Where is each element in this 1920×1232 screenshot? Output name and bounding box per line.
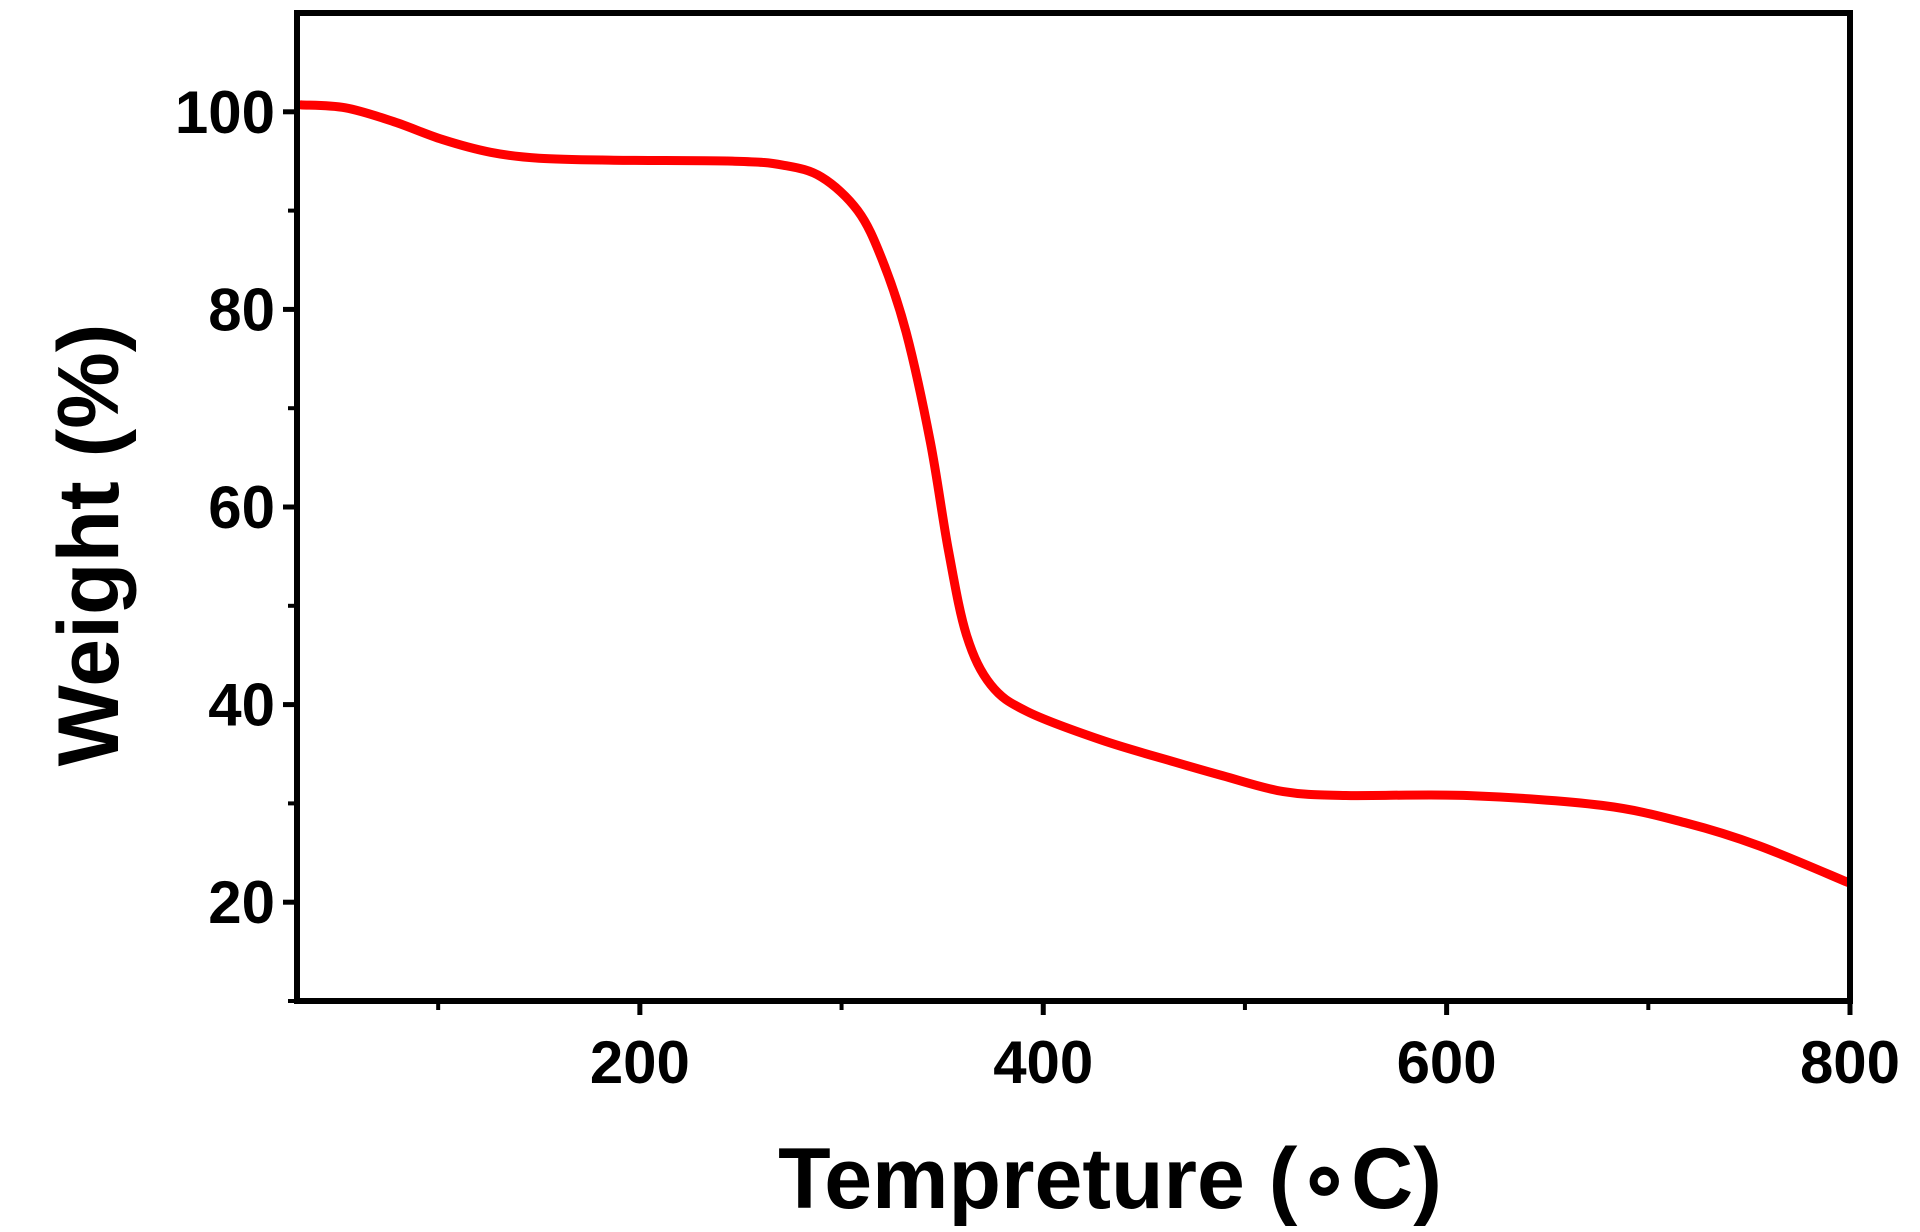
x-tick-label: 600: [1397, 1029, 1497, 1096]
y-axis-label: Weight (%): [41, 324, 137, 767]
y-tick-label: 80: [208, 276, 275, 343]
y-tick-label: 100: [175, 79, 275, 146]
x-tick-label: 400: [993, 1029, 1093, 1096]
y-tick-label: 40: [208, 672, 275, 739]
x-tick-label: 800: [1800, 1029, 1900, 1096]
y-tick-label: 20: [208, 869, 275, 936]
x-axis-label: Tempreture (∘C): [778, 1131, 1442, 1227]
series-line-tga: [296, 100, 1853, 887]
y-tick-label: 60: [208, 474, 275, 541]
plot-frame: [294, 10, 1853, 1004]
x-tick-label: 200: [590, 1029, 690, 1096]
